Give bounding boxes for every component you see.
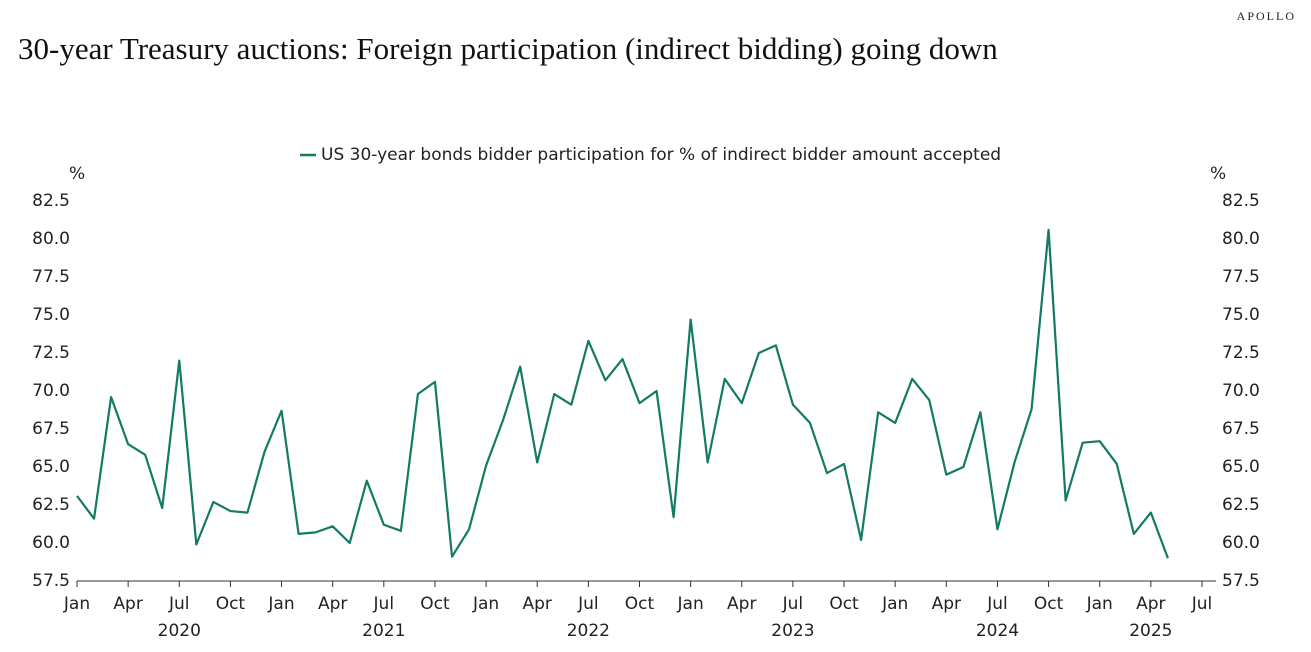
y2-tick-label: 60.0 <box>1222 533 1260 553</box>
x-tick-label: Oct <box>625 594 655 614</box>
y2-tick-label: 70.0 <box>1222 381 1260 401</box>
x-tick-label: Oct <box>1034 594 1064 614</box>
brand: APOLLO <box>1237 9 1296 23</box>
y-tick-label: 57.5 <box>32 571 70 591</box>
y-tick-label: 72.5 <box>32 343 70 363</box>
x-tick-label: Oct <box>420 594 450 614</box>
y2-tick-label: 67.5 <box>1222 419 1260 439</box>
x-tick-label: Apr <box>113 594 142 614</box>
y-tick-label: 65.0 <box>32 457 70 477</box>
y-tick-label: 67.5 <box>32 419 70 439</box>
y2-tick-label: 65.0 <box>1222 457 1260 477</box>
x-year-label: 2021 <box>362 621 405 641</box>
x-tick-label: Apr <box>932 594 961 614</box>
x-tick-label: Oct <box>216 594 246 614</box>
y-tick-label: 75.0 <box>32 305 70 325</box>
y2-tick-label: 80.0 <box>1222 229 1260 249</box>
y2-tick-label: 72.5 <box>1222 343 1260 363</box>
x-tick-label: Jan <box>472 594 499 614</box>
x-tick-label: Apr <box>523 594 552 614</box>
x-tick-label: Oct <box>829 594 859 614</box>
x-tick-label: Jan <box>881 594 908 614</box>
x-tick-label: Jan <box>1086 594 1113 614</box>
chart-title: 30-year Treasury auctions: Foreign parti… <box>18 31 998 66</box>
legend-label: US 30-year bonds bidder participation fo… <box>321 145 1001 165</box>
y-tick-label: 80.0 <box>32 229 70 249</box>
x-tick-label: Jul <box>373 594 395 614</box>
x-tick-label: Apr <box>318 594 347 614</box>
y-tick-label: 60.0 <box>32 533 70 553</box>
x-year-label: 2023 <box>771 621 814 641</box>
y2-tick-label: 57.5 <box>1222 571 1260 591</box>
x-tick-label: Apr <box>1136 594 1165 614</box>
series-line <box>76 228 1169 559</box>
x-tick-label: Jul <box>782 594 804 614</box>
x-tick-label: Jul <box>986 594 1008 614</box>
x-tick-label: Jan <box>677 594 704 614</box>
y2-tick-label: 77.5 <box>1222 267 1260 287</box>
x-tick-label: Jul <box>1191 594 1213 614</box>
x-year-label: 2022 <box>567 621 610 641</box>
y2-tick-label: 75.0 <box>1222 305 1260 325</box>
x-tick-label: Apr <box>727 594 756 614</box>
x-year-label: 2024 <box>976 621 1019 641</box>
x-year-label: 2020 <box>158 621 201 641</box>
y-unit: % <box>69 164 85 184</box>
x-tick-label: Jan <box>63 594 90 614</box>
y-tick-label: 62.5 <box>32 495 70 515</box>
x-tick-label: Jul <box>168 594 190 614</box>
y-tick-label: 77.5 <box>32 267 70 287</box>
x-year-label: 2025 <box>1129 621 1172 641</box>
y-tick-label: 70.0 <box>32 381 70 401</box>
y-tick-label: 82.5 <box>32 191 70 211</box>
y2-unit: % <box>1210 164 1226 184</box>
y2-tick-label: 82.5 <box>1222 191 1260 211</box>
y2-tick-label: 62.5 <box>1222 495 1260 515</box>
x-tick-label: Jan <box>267 594 294 614</box>
x-tick-label: Jul <box>577 594 599 614</box>
